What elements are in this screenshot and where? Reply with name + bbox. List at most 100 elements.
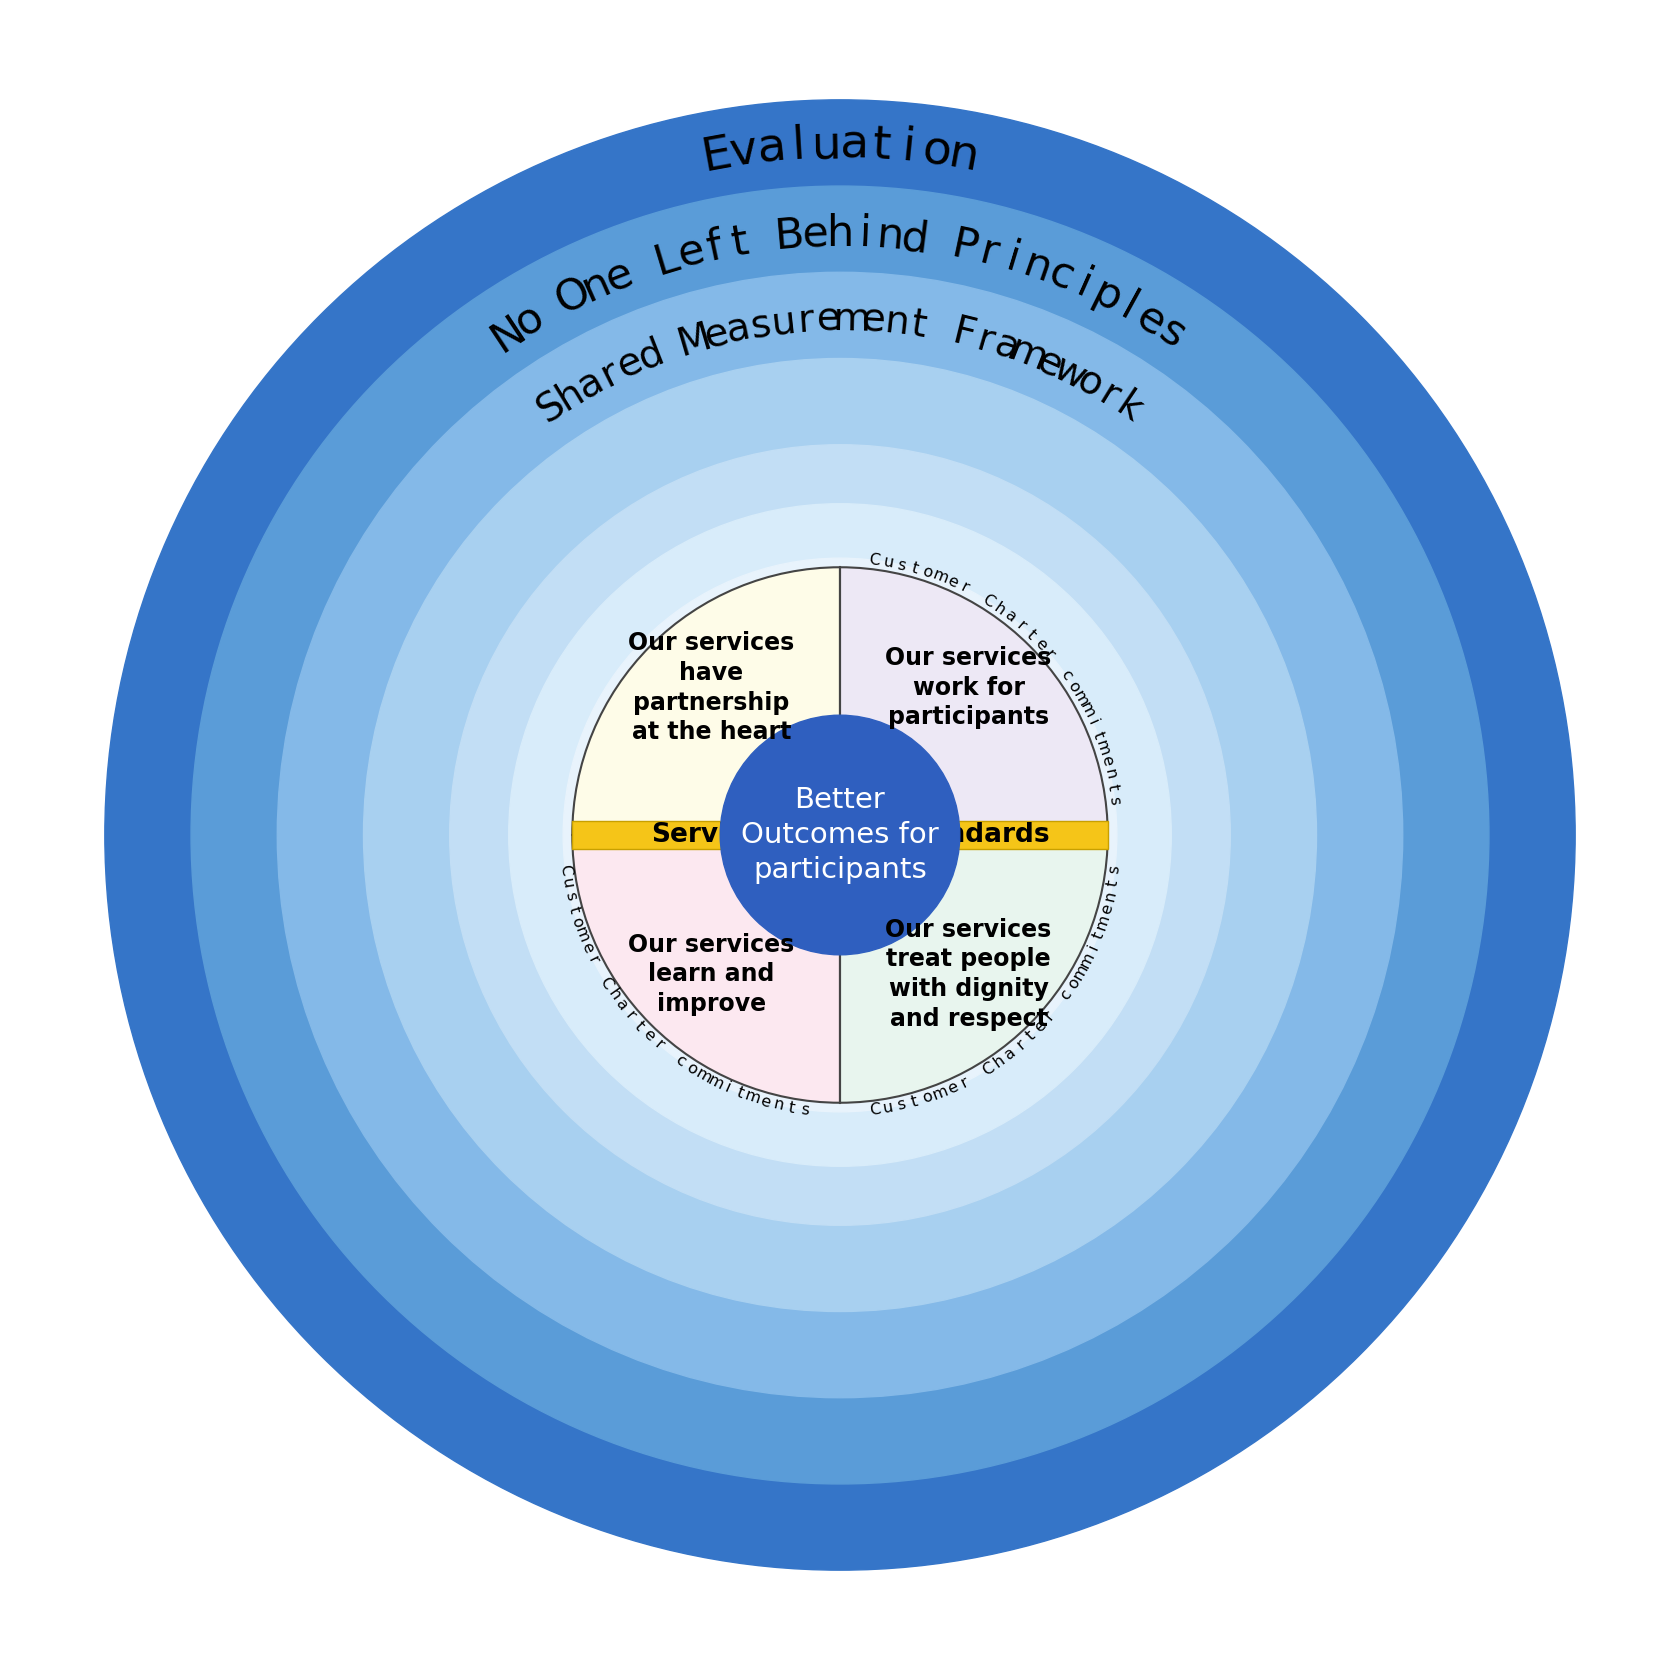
Text: m: m xyxy=(1077,700,1097,720)
Text: v: v xyxy=(727,127,761,175)
Circle shape xyxy=(509,504,1171,1166)
Text: i: i xyxy=(1070,264,1099,307)
Text: r: r xyxy=(623,1009,638,1024)
Text: d: d xyxy=(899,217,931,262)
Text: s: s xyxy=(800,1102,810,1117)
Text: h: h xyxy=(605,985,623,1004)
Text: r: r xyxy=(1013,1037,1028,1052)
Circle shape xyxy=(563,558,1117,1112)
Text: C: C xyxy=(869,553,880,568)
Circle shape xyxy=(450,444,1230,1226)
Text: e: e xyxy=(612,342,650,386)
Text: a: a xyxy=(1001,608,1020,626)
Text: e: e xyxy=(578,940,596,955)
Text: n: n xyxy=(1102,767,1119,780)
Text: n: n xyxy=(773,1097,785,1114)
Text: t: t xyxy=(909,306,929,346)
Text: o: o xyxy=(1065,975,1082,992)
Text: i: i xyxy=(722,1080,732,1096)
Text: h: h xyxy=(991,600,1008,618)
Circle shape xyxy=(277,272,1403,1398)
Text: e: e xyxy=(816,301,842,339)
Text: a: a xyxy=(613,997,630,1014)
Text: o: o xyxy=(921,564,934,581)
Text: r: r xyxy=(958,579,971,596)
Text: e: e xyxy=(640,1027,659,1044)
Text: t: t xyxy=(1105,878,1121,887)
Text: o: o xyxy=(1065,678,1082,695)
Text: t: t xyxy=(632,1019,647,1034)
Text: f: f xyxy=(704,225,727,269)
Text: e: e xyxy=(860,301,887,341)
Text: u: u xyxy=(811,122,842,169)
Wedge shape xyxy=(840,568,1107,835)
Text: n: n xyxy=(882,302,911,342)
Text: c: c xyxy=(1057,987,1075,1002)
Text: O: O xyxy=(549,271,598,322)
Text: C: C xyxy=(979,1059,996,1079)
Text: i: i xyxy=(900,125,917,172)
Text: l: l xyxy=(1114,287,1144,329)
Text: e: e xyxy=(759,1094,773,1111)
Wedge shape xyxy=(573,568,840,835)
Text: t: t xyxy=(909,561,919,576)
Text: a: a xyxy=(990,326,1025,369)
Text: l: l xyxy=(791,124,806,169)
FancyBboxPatch shape xyxy=(573,822,1107,848)
Text: t: t xyxy=(1090,730,1105,740)
Text: m: m xyxy=(1077,950,1097,970)
Text: e: e xyxy=(600,252,638,301)
Text: e: e xyxy=(1032,1017,1050,1035)
Text: Our services
treat people
with dignity
and respect: Our services treat people with dignity a… xyxy=(885,919,1052,1030)
Text: C: C xyxy=(979,591,996,611)
Text: Our services
learn and
improve: Our services learn and improve xyxy=(628,932,795,1015)
Text: i: i xyxy=(858,214,872,256)
Text: e: e xyxy=(674,229,709,277)
Text: s: s xyxy=(1151,311,1193,357)
Wedge shape xyxy=(573,835,840,1102)
Text: h: h xyxy=(991,1052,1008,1070)
Text: w: w xyxy=(1047,349,1092,397)
Text: o: o xyxy=(507,296,551,346)
Text: C: C xyxy=(558,863,573,877)
Text: a: a xyxy=(838,122,869,169)
Text: t: t xyxy=(870,124,892,169)
Text: d: d xyxy=(633,332,670,377)
Text: N: N xyxy=(484,307,533,361)
Text: o: o xyxy=(568,915,586,930)
Text: u: u xyxy=(882,1099,894,1116)
Text: m: m xyxy=(743,1089,763,1107)
Text: L: L xyxy=(648,235,684,284)
Text: r: r xyxy=(1092,376,1126,416)
Text: a: a xyxy=(722,309,754,351)
Text: p: p xyxy=(1085,272,1129,321)
Text: e: e xyxy=(701,314,732,356)
Text: c: c xyxy=(1057,668,1075,683)
Circle shape xyxy=(721,715,959,955)
Text: B: B xyxy=(773,214,806,259)
Text: m: m xyxy=(1070,962,1090,982)
Text: s: s xyxy=(1107,865,1122,875)
Text: e: e xyxy=(1030,342,1068,386)
Text: r: r xyxy=(595,352,625,394)
Text: r: r xyxy=(1042,646,1057,661)
Text: a: a xyxy=(754,125,788,172)
Text: n: n xyxy=(1102,890,1119,903)
Text: m: m xyxy=(931,568,951,586)
Text: t: t xyxy=(1090,930,1105,940)
Text: h: h xyxy=(827,214,853,256)
Text: e: e xyxy=(1099,753,1116,767)
Text: r: r xyxy=(958,1074,971,1091)
Text: o: o xyxy=(1070,362,1109,406)
Text: S: S xyxy=(531,386,573,431)
Text: t: t xyxy=(909,1094,919,1109)
Circle shape xyxy=(192,185,1488,1485)
Text: o: o xyxy=(684,1060,701,1077)
Text: r: r xyxy=(1042,1009,1057,1024)
Wedge shape xyxy=(840,835,1107,1102)
Text: u: u xyxy=(769,302,798,342)
Text: e: e xyxy=(1032,635,1050,653)
Text: m: m xyxy=(1005,331,1053,379)
Text: m: m xyxy=(1070,688,1090,708)
Text: P: P xyxy=(948,224,981,271)
